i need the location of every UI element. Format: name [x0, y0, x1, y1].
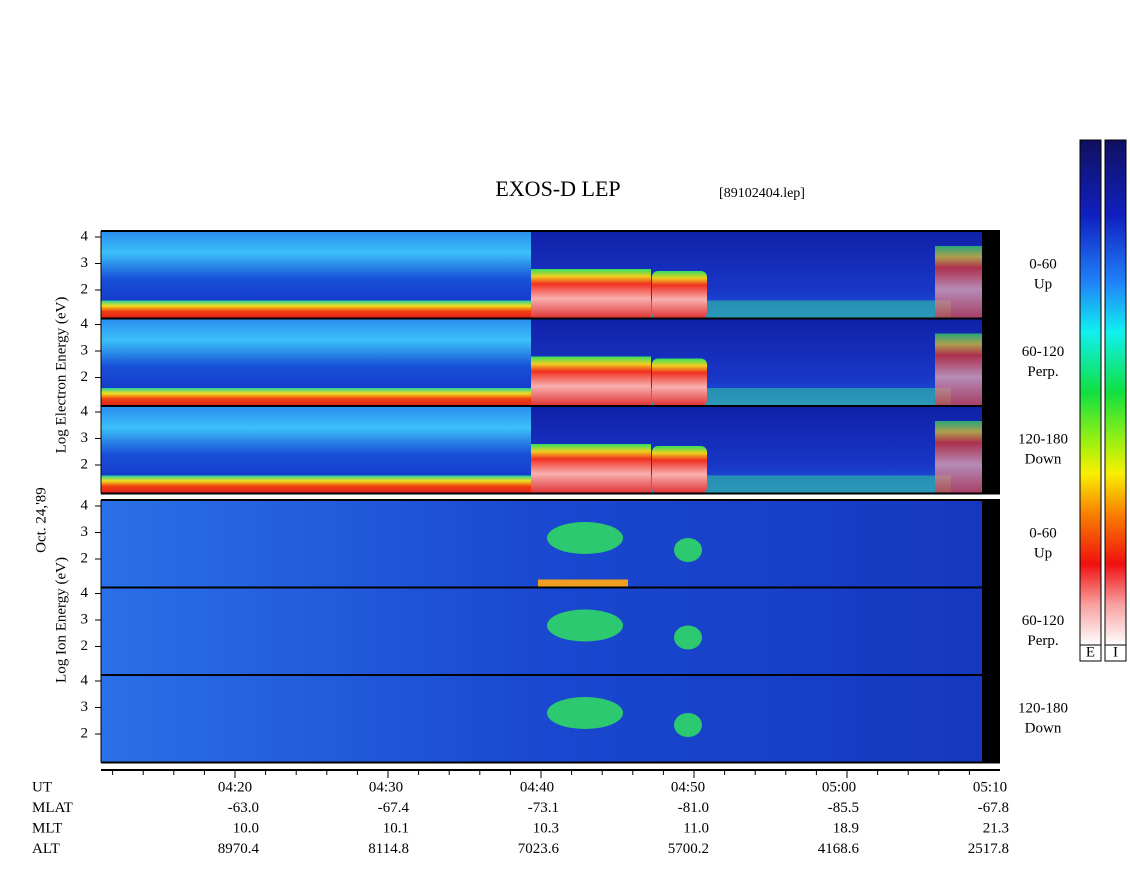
row-value: 11.0 — [683, 820, 709, 836]
spectrogram — [531, 269, 651, 319]
spectrogram — [674, 713, 702, 737]
spectrogram — [101, 587, 982, 675]
panel-range: 60-120 — [1022, 344, 1065, 360]
colorbar-box — [1104, 644, 1127, 662]
electron-axis-label: Log Electron Energy (eV) — [53, 297, 69, 454]
title: EXOS-D LEP — [495, 176, 620, 201]
row-name: MLT — [32, 820, 62, 836]
spectrogram — [935, 333, 982, 406]
plots: 4 3 2 0-60 Up 4 3 2 60-120 Perp. 4 3 2 120-180 Down 4 3 2… — [32, 228, 1068, 857]
row-value: 18.9 — [833, 820, 859, 836]
energy-tick-label: 2 — [81, 725, 89, 741]
row-value: -73.1 — [528, 800, 559, 816]
panel-range: 0-60 — [1029, 525, 1057, 541]
row-value: 21.3 — [983, 820, 1009, 836]
energy-tick-label: 4 — [81, 228, 89, 244]
black-strip — [982, 587, 1000, 675]
energy-tick-label: 2 — [81, 369, 89, 385]
row-value: -67.8 — [978, 800, 1009, 816]
spectrogram — [101, 475, 531, 494]
panel-direction: Down — [1025, 720, 1062, 736]
colorbar — [1104, 139, 1127, 646]
row-name: ALT — [32, 841, 60, 857]
row-value: 10.0 — [233, 820, 259, 836]
panel-range: 120-180 — [1018, 700, 1068, 716]
row-value: 2517.8 — [968, 841, 1009, 857]
spectrogram — [547, 609, 623, 642]
spectrogram — [101, 388, 531, 406]
row-value: 8114.8 — [368, 841, 409, 857]
row-value: 04:50 — [671, 779, 705, 795]
spectrogram — [652, 271, 707, 319]
spectrogram — [935, 246, 982, 319]
spectrogram — [935, 421, 982, 494]
black-strip — [982, 500, 1000, 588]
row-value: 5700.2 — [668, 841, 709, 857]
energy-tick-label: 2 — [81, 638, 89, 654]
row-value: -85.5 — [828, 800, 859, 816]
row-value: 04:30 — [369, 779, 403, 795]
panel-direction: Down — [1025, 451, 1062, 467]
spectrogram — [101, 675, 982, 763]
spectrogram — [101, 300, 531, 319]
row-value: 8970.4 — [218, 841, 260, 857]
spectrogram — [652, 446, 707, 494]
black-strip — [982, 675, 1000, 763]
spectrogram — [674, 538, 702, 562]
energy-tick-label: 2 — [81, 281, 89, 297]
energy-tick-label: 4 — [81, 316, 89, 332]
panel-range: 120-180 — [1018, 431, 1068, 447]
spectrogram — [547, 522, 623, 554]
row-value: 4168.6 — [818, 841, 860, 857]
energy-tick-label: 3 — [81, 342, 89, 358]
black-strip — [982, 231, 1000, 319]
row-value: -67.4 — [378, 800, 410, 816]
row-value: 04:20 — [218, 779, 252, 795]
row-value: -63.0 — [228, 800, 259, 816]
energy-tick-label: 2 — [81, 456, 89, 472]
spectrogram — [538, 579, 628, 588]
spectrogram — [547, 697, 623, 729]
colorbar-label: I — [1113, 644, 1118, 660]
colorbar-box — [1079, 644, 1102, 662]
row-value: 7023.6 — [518, 841, 560, 857]
panel-range: 60-120 — [1022, 613, 1065, 629]
energy-tick-label: 4 — [81, 403, 89, 419]
spectrogram — [674, 625, 702, 650]
row-name: UT — [32, 779, 52, 795]
colorbar — [1079, 139, 1102, 646]
row-value: 04:40 — [520, 779, 554, 795]
panel-direction: Up — [1034, 276, 1052, 292]
colorbar-label: E — [1086, 644, 1095, 660]
energy-tick-label: 3 — [81, 611, 89, 627]
date-label: Oct. 24,'89 — [33, 487, 49, 553]
panel-range: 0-60 — [1029, 256, 1057, 272]
row-value: 05:10 — [973, 779, 1007, 795]
energy-tick-label: 4 — [81, 585, 89, 601]
panel-direction: Up — [1034, 545, 1052, 561]
row-value: 10.1 — [383, 820, 409, 836]
panel-direction: Perp. — [1027, 633, 1058, 649]
spectrogram — [531, 356, 651, 406]
black-strip — [982, 406, 1000, 494]
row-name: MLAT — [32, 800, 73, 816]
ion-axis-label: Log Ion Energy (eV) — [53, 557, 69, 683]
file-name: [89102404.lep] — [719, 186, 805, 201]
row-value: 05:00 — [822, 779, 856, 795]
energy-tick-label: 4 — [81, 497, 89, 513]
row-value: 10.3 — [533, 820, 559, 836]
energy-tick-label: 3 — [81, 524, 89, 540]
row-value: -81.0 — [678, 800, 709, 816]
energy-tick-label: 4 — [81, 672, 89, 688]
spectrogram — [652, 358, 707, 406]
black-strip — [982, 318, 1000, 406]
energy-tick-label: 3 — [81, 430, 89, 446]
energy-tick-label: 3 — [81, 255, 89, 271]
panel-direction: Perp. — [1027, 364, 1058, 380]
spectrogram — [101, 500, 982, 588]
energy-tick-label: 3 — [81, 699, 89, 715]
energy-tick-label: 2 — [81, 550, 89, 566]
spectrogram — [531, 444, 651, 494]
